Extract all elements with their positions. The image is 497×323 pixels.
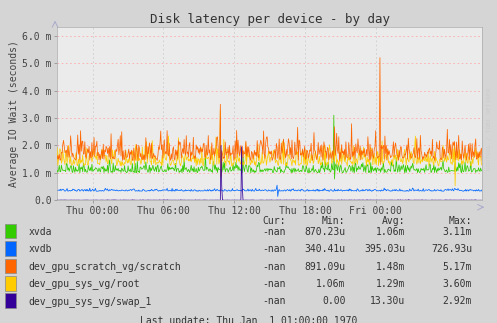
Text: 726.93u: 726.93u [431,244,472,254]
Text: 13.30u: 13.30u [370,297,405,307]
Text: 1.29m: 1.29m [376,279,405,289]
Text: 340.41u: 340.41u [304,244,345,254]
Text: 0.00: 0.00 [322,297,345,307]
Text: xvdb: xvdb [29,244,52,254]
Text: 1.48m: 1.48m [376,262,405,272]
Text: -nan: -nan [262,297,286,307]
Text: 3.11m: 3.11m [443,227,472,237]
Text: 395.03u: 395.03u [364,244,405,254]
Text: RRDTOOL / TOBI OETIKER: RRDTOOL / TOBI OETIKER [486,88,491,171]
Text: -nan: -nan [262,279,286,289]
Text: xvda: xvda [29,227,52,237]
Title: Disk latency per device - by day: Disk latency per device - by day [150,13,390,26]
Text: 870.23u: 870.23u [304,227,345,237]
Text: dev_gpu_sys_vg/root: dev_gpu_sys_vg/root [29,278,141,289]
Text: 5.17m: 5.17m [443,262,472,272]
Y-axis label: Average IO Wait (seconds): Average IO Wait (seconds) [9,40,19,187]
Text: 1.06m: 1.06m [316,279,345,289]
Text: Cur:: Cur: [262,216,286,226]
Text: 1.06m: 1.06m [376,227,405,237]
Text: 3.60m: 3.60m [443,279,472,289]
Text: Last update: Thu Jan  1 01:00:00 1970: Last update: Thu Jan 1 01:00:00 1970 [140,316,357,323]
Text: Avg:: Avg: [382,216,405,226]
Text: -nan: -nan [262,227,286,237]
Text: -nan: -nan [262,262,286,272]
Text: Max:: Max: [449,216,472,226]
Text: Min:: Min: [322,216,345,226]
Text: dev_gpu_scratch_vg/scratch: dev_gpu_scratch_vg/scratch [29,261,181,272]
Text: 891.09u: 891.09u [304,262,345,272]
Text: 2.92m: 2.92m [443,297,472,307]
Text: -nan: -nan [262,244,286,254]
Text: dev_gpu_sys_vg/swap_1: dev_gpu_sys_vg/swap_1 [29,296,152,307]
